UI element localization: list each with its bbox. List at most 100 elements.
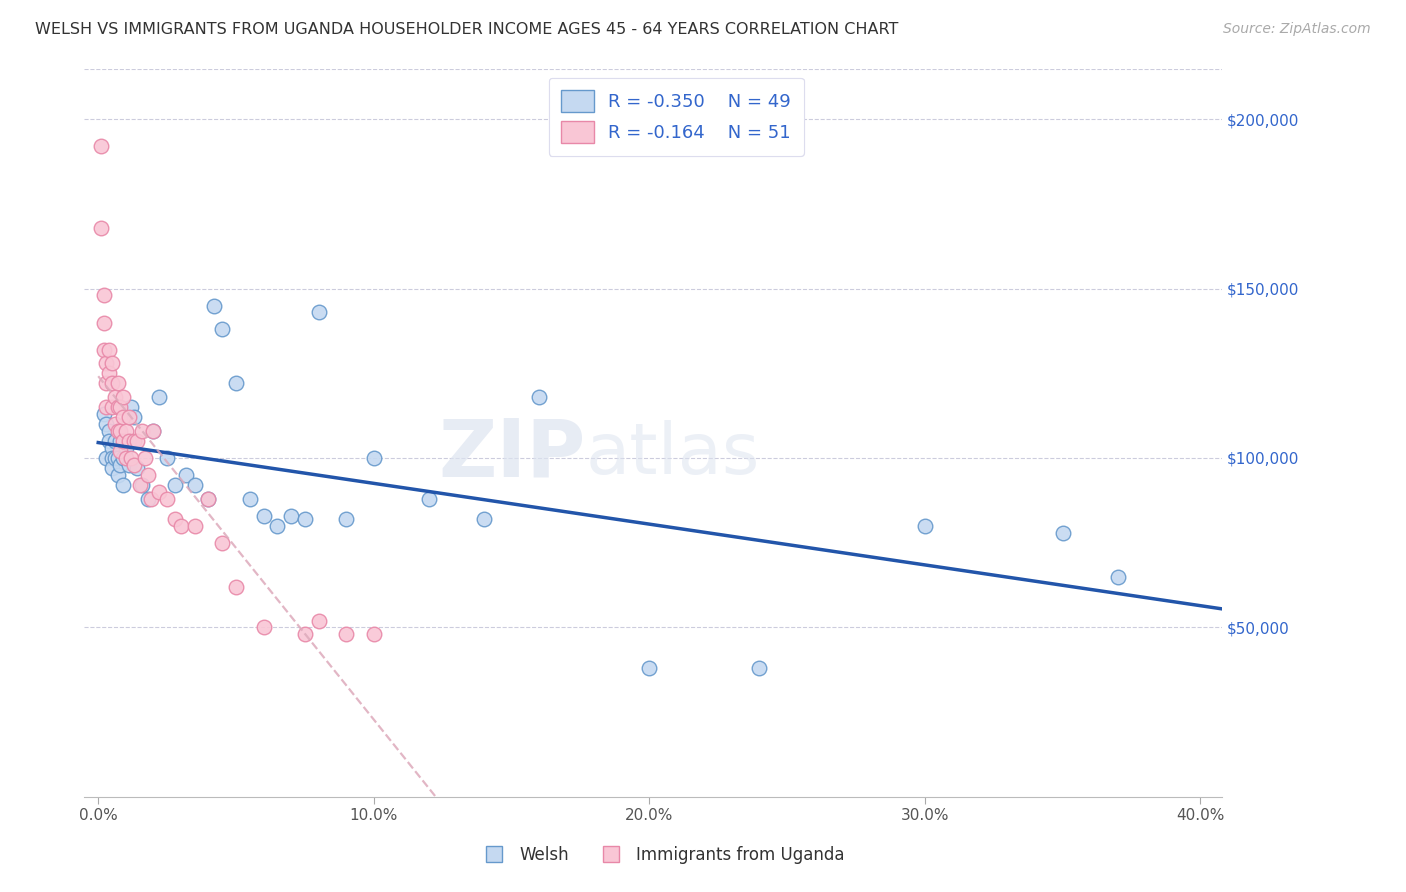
Point [107,450,129,465]
Point [148,484,170,499]
Point [239,491,262,506]
Point [183,478,205,492]
Point [93,407,115,421]
Point [125,461,148,475]
Point [156,491,179,506]
Point [308,614,330,628]
Point [90,139,112,153]
Point [527,390,550,404]
Point [120,400,142,414]
Point [93,288,115,302]
Point [252,620,274,634]
Point [197,491,219,506]
Point [122,434,145,448]
Point [1107,569,1129,583]
Point [110,400,132,414]
Point [1052,525,1074,540]
Point [136,491,159,506]
Point [148,390,170,404]
Point [266,518,288,533]
Point [114,450,136,465]
Point [128,478,150,492]
Point [93,316,115,330]
Point [104,417,127,431]
Legend: R = -0.350    N = 49, R = -0.164    N = 51: R = -0.350 N = 49, R = -0.164 N = 51 [548,78,804,156]
Point [101,450,124,465]
Point [125,434,148,448]
Point [197,491,219,506]
Point [638,661,661,675]
Point [98,343,121,357]
Point [101,356,124,370]
Point [914,518,936,533]
Point [107,467,129,482]
Point [176,467,198,482]
Point [96,356,118,370]
Point [101,376,124,391]
Point [142,424,165,438]
Point [98,434,121,448]
Point [107,400,129,414]
Text: atlas: atlas [585,420,759,489]
Point [104,434,127,448]
Point [117,434,139,448]
Point [117,410,139,425]
Point [183,518,205,533]
Point [294,627,316,641]
Point [112,450,135,465]
Point [122,410,145,425]
Point [112,434,135,448]
Point [472,512,495,526]
Point [165,478,187,492]
Point [101,441,124,455]
Point [96,376,118,391]
Point [98,367,121,381]
Point [308,305,330,319]
Point [112,390,135,404]
Point [252,508,274,523]
Point [225,580,247,594]
Point [156,450,179,465]
Point [117,458,139,472]
Point [112,478,135,492]
Point [335,627,357,641]
Point [280,508,302,523]
Point [202,299,225,313]
Point [131,424,153,438]
Point [294,512,316,526]
Point [165,512,187,526]
Point [101,400,124,414]
Text: Source: ZipAtlas.com: Source: ZipAtlas.com [1223,22,1371,37]
Point [96,400,118,414]
Point [142,424,165,438]
Point [104,390,127,404]
Point [110,458,132,472]
Text: ZIP: ZIP [437,416,585,493]
Point [211,535,233,549]
Point [110,434,132,448]
Text: WELSH VS IMMIGRANTS FROM UGANDA HOUSEHOLDER INCOME AGES 45 - 64 YEARS CORRELATIO: WELSH VS IMMIGRANTS FROM UGANDA HOUSEHOL… [35,22,898,37]
Point [225,376,247,391]
Point [96,450,118,465]
Legend: Welsh, Immigrants from Uganda: Welsh, Immigrants from Uganda [471,839,851,871]
Point [101,461,124,475]
Point [90,220,112,235]
Point [110,444,132,458]
Point [335,512,357,526]
Point [134,450,156,465]
Point [93,343,115,357]
Point [139,491,162,506]
Point [748,661,770,675]
Point [170,518,193,533]
Point [122,458,145,472]
Point [107,376,129,391]
Point [418,491,440,506]
Point [98,424,121,438]
Point [211,322,233,336]
Point [363,450,385,465]
Point [96,417,118,431]
Point [107,424,129,438]
Point [114,424,136,438]
Point [114,441,136,455]
Point [104,450,127,465]
